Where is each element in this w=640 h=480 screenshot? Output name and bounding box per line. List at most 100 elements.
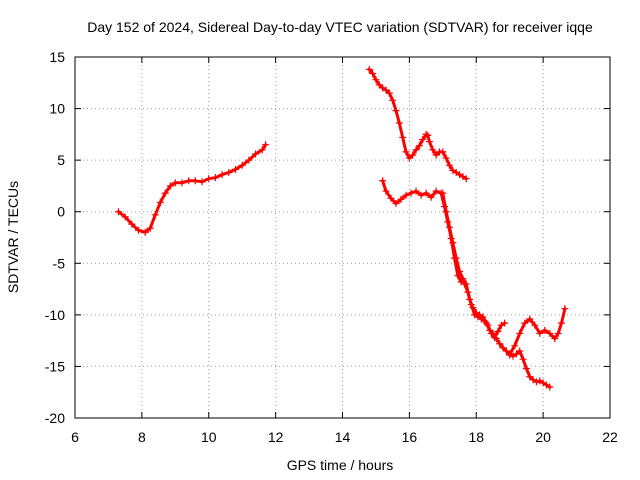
data-point (412, 146, 420, 154)
data-point (198, 178, 206, 186)
data-point (452, 254, 460, 262)
data-point (516, 329, 524, 337)
data-point (506, 350, 514, 358)
data-point (417, 191, 425, 199)
tick-layer (74, 56, 611, 419)
data-point (166, 182, 174, 190)
data-point (419, 136, 427, 144)
x-tick-label: 10 (201, 429, 217, 445)
y-tick-label: -15 (45, 358, 65, 374)
data-point (392, 199, 400, 207)
grid-layer (75, 57, 610, 418)
data-point (466, 295, 474, 303)
x-tick-label: 20 (535, 429, 551, 445)
data-point (511, 342, 519, 350)
data-point (262, 141, 270, 149)
y-tick-label: 5 (57, 152, 65, 168)
y-tick-label: -5 (53, 255, 66, 271)
x-tick-label: 16 (402, 429, 418, 445)
data-point (225, 169, 233, 177)
y-tick-label: -10 (45, 307, 65, 323)
data-point (399, 133, 407, 141)
data-point (258, 146, 266, 154)
y-tick-label: 0 (57, 204, 65, 220)
data-point (409, 151, 417, 159)
data-point (218, 171, 226, 179)
data-point (252, 150, 260, 158)
data-point (171, 179, 179, 187)
y-tick-label: 15 (49, 49, 65, 65)
y-tick-labels: -20 -15 -10 -5 0 5 10 15 (45, 49, 65, 426)
data-point (456, 268, 464, 276)
data-point (422, 189, 430, 197)
data-point (387, 194, 395, 202)
data-point (415, 142, 423, 150)
data-point (449, 239, 457, 247)
data-point (429, 146, 437, 154)
chart-title: Day 152 of 2024, Sidereal Day-to-day VTE… (87, 19, 593, 35)
data-point (392, 107, 400, 115)
data-point (446, 223, 453, 231)
data-point (489, 329, 497, 337)
data-point (425, 138, 433, 146)
data-point (546, 383, 554, 391)
series-arc-1 (114, 141, 270, 236)
data-point (161, 189, 169, 197)
data-point (512, 350, 520, 358)
data-point (375, 81, 383, 89)
y-tick-label: -20 (45, 410, 65, 426)
data-point (365, 65, 373, 73)
x-tick-label: 14 (335, 429, 351, 445)
data-point (405, 154, 413, 162)
data-point (541, 326, 549, 334)
data-point (439, 189, 447, 197)
data-point (151, 211, 159, 219)
data-point (245, 156, 253, 164)
data-point (205, 175, 213, 183)
data-point (402, 148, 410, 156)
data-point (459, 275, 467, 283)
data-point (469, 304, 477, 312)
x-tick-label: 18 (468, 429, 484, 445)
data-point (211, 174, 219, 182)
series-line-arc-2 (367, 67, 468, 181)
data-point (382, 86, 390, 94)
data-point (519, 355, 527, 363)
data-point (536, 329, 544, 337)
series-layer (114, 65, 569, 391)
x-tick-label: 6 (71, 429, 79, 445)
data-point (442, 208, 450, 216)
data-point (385, 89, 393, 97)
data-point (516, 347, 524, 355)
data-point (482, 319, 490, 327)
data-point (232, 165, 239, 173)
y-tick-label: 10 (49, 101, 65, 117)
series-line-arc-1 (117, 143, 268, 234)
data-point (397, 195, 405, 203)
data-point (442, 154, 450, 162)
x-tick-label: 12 (268, 429, 284, 445)
data-point (128, 220, 136, 228)
data-point (146, 224, 154, 232)
x-tick-label: 8 (138, 429, 146, 445)
x-tick-labels: 6 8 10 12 14 16 18 20 22 (71, 429, 618, 445)
data-point (432, 151, 440, 159)
data-point (561, 305, 569, 313)
data-point (191, 177, 199, 185)
data-point (402, 191, 410, 199)
data-point (479, 313, 487, 321)
data-point (178, 179, 186, 187)
data-point (382, 187, 390, 195)
x-tick-label: 22 (602, 429, 618, 445)
data-point (114, 208, 122, 216)
data-point (446, 161, 453, 169)
data-point (494, 327, 502, 335)
data-point (156, 198, 164, 206)
data-point (522, 364, 530, 372)
data-point (395, 119, 403, 127)
data-point (486, 326, 494, 334)
data-point (526, 315, 534, 323)
data-point (499, 344, 507, 352)
series-arc-4 (439, 189, 554, 391)
data-point (185, 177, 193, 185)
